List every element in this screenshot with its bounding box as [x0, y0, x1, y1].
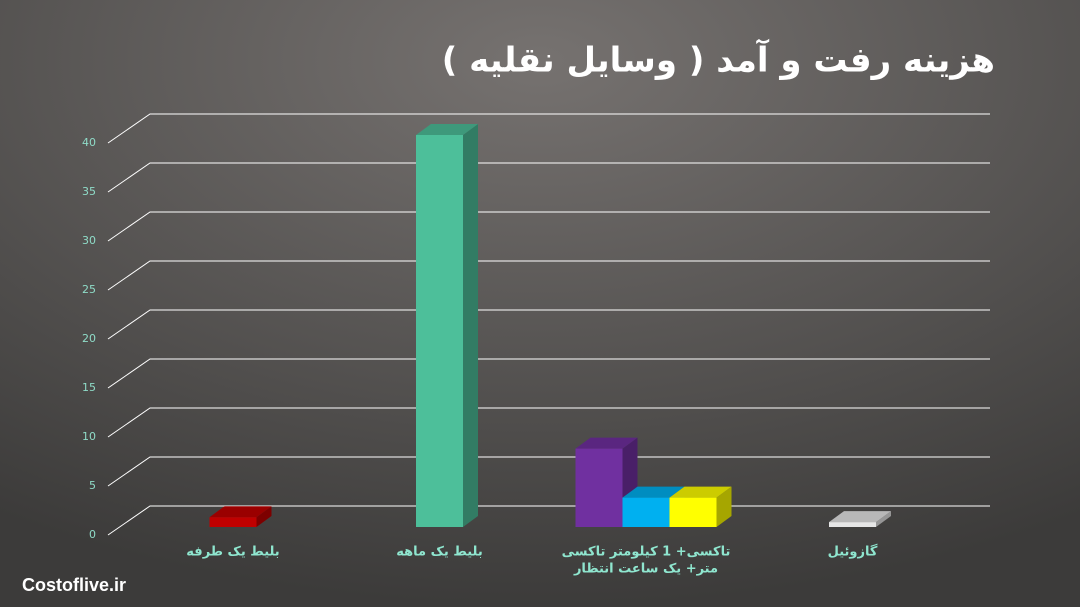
bar: [575, 448, 623, 527]
bar-top: [416, 124, 478, 135]
bar-top: [575, 437, 638, 449]
grid-line: [107, 260, 990, 291]
grid-line: [107, 309, 990, 340]
bar: [669, 497, 717, 527]
y-tick-label: 5: [89, 479, 96, 492]
bar-side: [463, 124, 478, 527]
y-tick-label: 25: [82, 283, 96, 296]
x-tick-label: بلیط یک ماهه: [396, 545, 483, 560]
x-tick-label: تاکسی+ 1 کیلومتر تاکسی: [562, 545, 731, 560]
bar-side: [876, 511, 891, 527]
grid-line: [107, 358, 990, 389]
y-tick-label: 35: [82, 185, 96, 198]
bar-top: [209, 506, 272, 518]
bar-top: [622, 486, 685, 498]
y-tick-label: 15: [82, 381, 96, 394]
grid-line: [107, 113, 990, 144]
grid-line: [107, 211, 990, 242]
y-tick-label: 0: [89, 528, 96, 541]
bar-side: [256, 506, 272, 527]
y-tick-label: 20: [82, 332, 96, 345]
y-tick-label: 40: [82, 136, 96, 149]
bar-top: [669, 486, 732, 498]
chart-title: هزینه رفت و آمد ( وسایل نقلیه ): [442, 39, 995, 81]
x-tick-label: گازوئیل: [828, 544, 878, 560]
bar-top: [829, 511, 891, 523]
grid-line: [107, 456, 990, 487]
x-tick-label: متر+ یک ساعت انتظار: [573, 562, 718, 577]
grid-line: [107, 407, 990, 438]
bar-side: [716, 486, 732, 527]
watermark: Costoflive.ir: [22, 575, 126, 595]
bar: [209, 517, 257, 527]
y-tick-label: 10: [82, 430, 96, 443]
x-tick-label: بلیط یک طرفه: [186, 545, 279, 560]
bar: [829, 522, 876, 527]
grid-line: [107, 162, 990, 193]
bar: [416, 135, 463, 527]
bar: [622, 497, 670, 527]
y-tick-label: 30: [82, 234, 96, 247]
